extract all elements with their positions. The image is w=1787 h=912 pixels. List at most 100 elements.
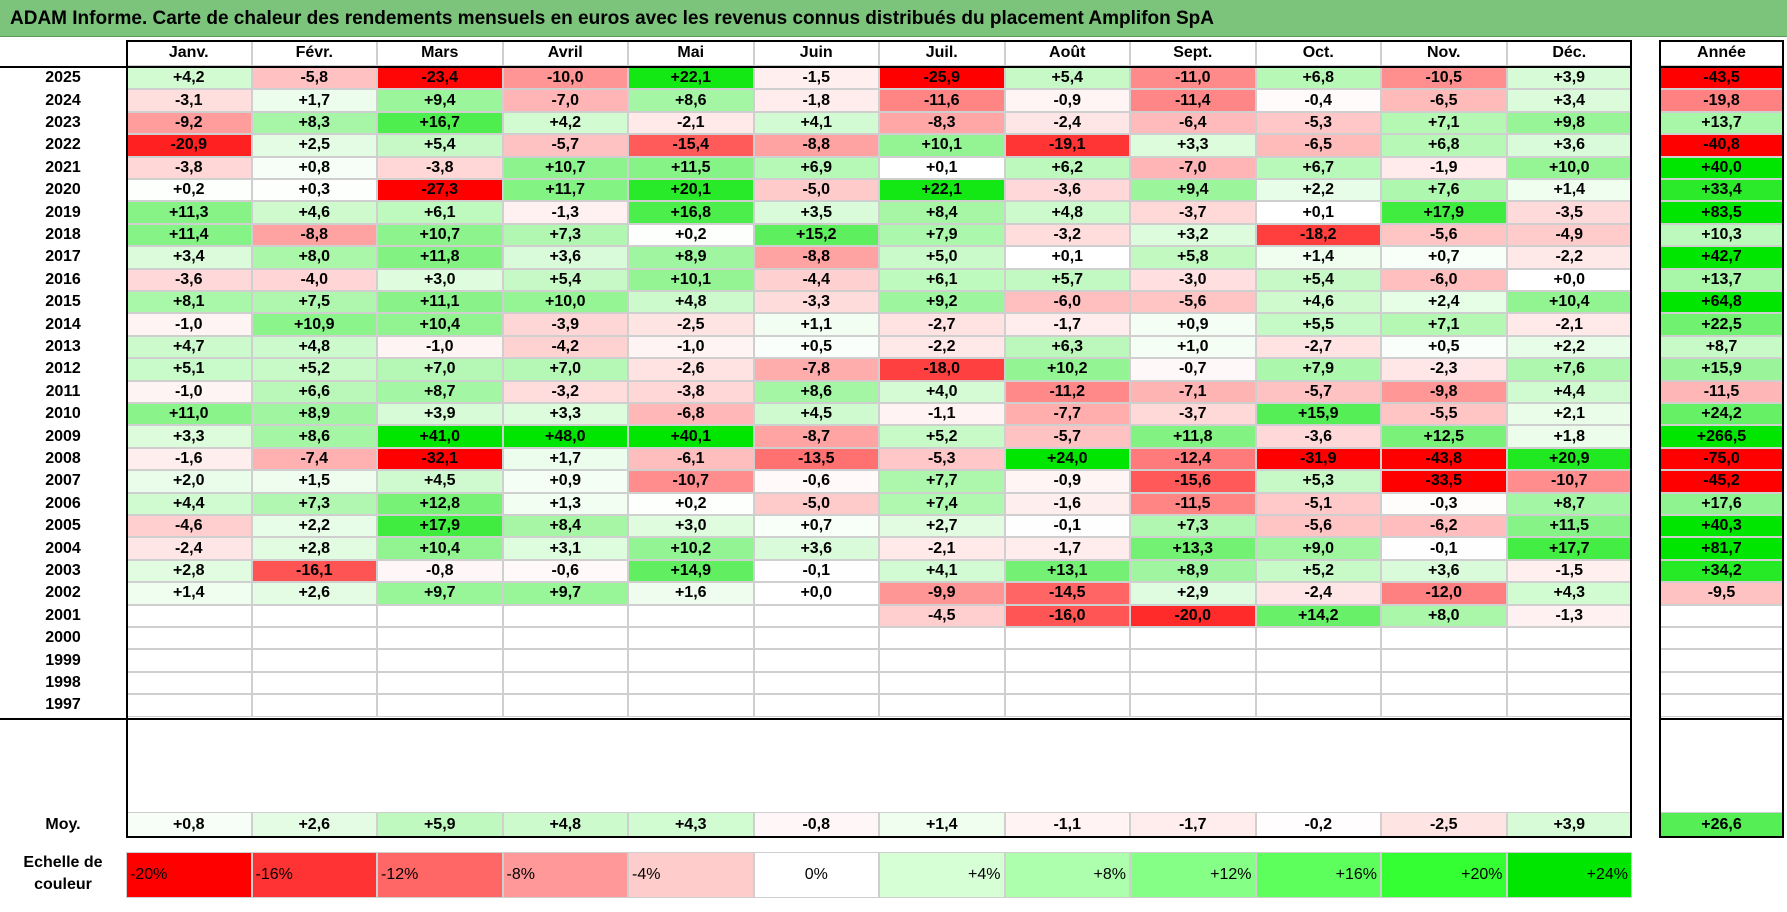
legend-swatch: +16% [1255,852,1381,898]
heatmap-cell: +7,1 [1381,313,1507,336]
heatmap-cell: +7,3 [251,492,377,515]
annual-cell: +81,7 [1659,537,1784,560]
year-label: 2009 [45,427,81,445]
heatmap-cell: +10,2 [628,537,754,560]
heatmap-cell: -2,1 [1506,313,1632,336]
heatmap-cell: +9,0 [1255,537,1381,560]
annual-cell: -11,5 [1659,380,1784,403]
heatmap-cell: -3,8 [628,380,754,403]
heatmap-cell: -5,0 [753,179,879,202]
heatmap-cell: -16,0 [1004,604,1130,627]
heatmap-cell [879,694,1005,717]
annual-cell: -9,5 [1659,582,1784,605]
heatmap-cell: +11,8 [377,246,503,269]
heatmap-cell: +0,9 [1130,313,1256,336]
heatmap-cell [628,694,754,717]
heatmap-cell: -8,3 [879,111,1005,135]
heatmap-cell [1255,649,1381,672]
heatmap-cell: -8,7 [753,425,879,448]
heatmap-cell: +3,3 [1130,134,1256,157]
heatmap-cell: +1,3 [502,492,628,515]
heatmap-cell: +2,9 [1130,582,1256,605]
legend-swatch: 0% [753,852,879,898]
year-label: 2012 [45,360,81,378]
heatmap-cell: -6,1 [628,447,754,471]
year-label: 2007 [45,472,81,490]
heatmap-cell: +0,1 [1255,201,1381,224]
legend-swatch: -12% [377,852,503,898]
heatmap-cell: -6,5 [1255,134,1381,157]
heatmap-cell: -11,6 [879,89,1005,112]
heatmap-cell: +4,3 [1506,582,1632,605]
year-label: 2019 [45,203,81,221]
heatmap-cell: +5,8 [1130,246,1256,269]
heatmap-cell: +7,6 [1381,179,1507,202]
year-label: 2005 [45,517,81,535]
heatmap-cell [502,604,628,627]
heatmap-cell: +16,8 [628,201,754,224]
heatmap-cell: -4,5 [879,604,1005,627]
heatmap-cell: +9,2 [879,291,1005,314]
annual-cell: +33,4 [1659,179,1784,202]
heatmap-cell: +0,7 [753,515,879,538]
heatmap-cell [251,627,377,650]
heatmap-cell [1130,649,1256,672]
heatmap-cell: +4,2 [502,111,628,135]
year-label: 2020 [45,181,81,199]
year-label: 2010 [45,405,81,423]
heatmap-cell [879,627,1005,650]
heatmap-cell [628,627,754,650]
heatmap-cell: -5,1 [1255,492,1381,515]
heatmap-cell: -20,0 [1130,604,1256,627]
heatmap-cell: -7,1 [1130,380,1256,403]
heatmap-cell [1004,627,1130,650]
annual-cell: +13,7 [1659,268,1784,291]
heatmap-cell: -9,8 [1381,380,1507,403]
month-header: Janv. [126,40,252,66]
heatmap-cell: -1,6 [126,447,252,471]
heatmap-cell: +11,8 [1130,425,1256,448]
heatmap-cell: +8,0 [251,246,377,269]
heatmap-cell: +4,5 [377,470,503,493]
average-cell: +2,6 [251,812,377,838]
heatmap-cell: +8,9 [1130,559,1256,583]
annual-header-separator [1659,66,1784,68]
average-cell: -2,5 [1381,812,1507,838]
heatmap-cell: -4,9 [1506,223,1632,247]
heatmap-cell: -1,6 [1004,492,1130,515]
heatmap-cell: +3,1 [502,537,628,560]
heatmap-cell: -4,2 [502,335,628,359]
heatmap-cell: -6,5 [1381,89,1507,112]
heatmap-cell: +4,5 [753,403,879,426]
heatmap-cell: +0,0 [753,582,879,605]
heatmap-cell: +2,4 [1381,291,1507,314]
heatmap-cell: +8,9 [628,246,754,269]
month-header: Août [1004,40,1130,66]
heatmap-cell: +9,7 [377,582,503,605]
heatmap-cell [502,649,628,672]
heatmap-cell: -7,4 [251,447,377,471]
heatmap-cell: +11,3 [126,201,252,224]
year-label: 2002 [45,584,81,602]
average-cell: +4,8 [502,812,628,838]
average-cell: +1,4 [879,812,1005,838]
heatmap-cell [753,627,879,650]
heatmap-cell: +9,8 [1506,111,1632,135]
heatmap-cell [1381,671,1507,695]
heatmap-cell: +0,2 [628,223,754,247]
legend-swatch: -20% [126,852,252,898]
legend-swatch: -8% [502,852,628,898]
heatmap-cell: +4,8 [1004,201,1130,224]
heatmap-cell: +10,1 [879,134,1005,157]
heatmap-cell: -1,3 [1506,604,1632,627]
heatmap-cell: -13,5 [753,447,879,471]
heatmap-cell: +13,3 [1130,537,1256,560]
heatmap-cell: -0,6 [502,559,628,583]
heatmap-cell: -2,2 [879,335,1005,359]
heatmap-cell: +6,7 [1255,156,1381,179]
heatmap-cell: -1,5 [1506,559,1632,583]
heatmap-cell: +5,4 [377,134,503,157]
heatmap-cell: +8,7 [1506,492,1632,515]
heatmap-cell: +3,3 [126,425,252,448]
